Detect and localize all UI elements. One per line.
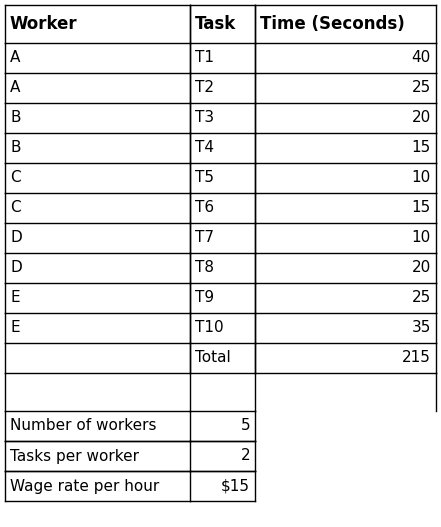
Text: 15: 15 (412, 141, 431, 155)
Text: T6: T6 (195, 200, 214, 216)
Text: Wage rate per hour: Wage rate per hour (10, 479, 159, 493)
Text: C: C (10, 200, 21, 216)
Text: Time (Seconds): Time (Seconds) (260, 15, 405, 33)
Text: 25: 25 (412, 290, 431, 306)
Text: 40: 40 (412, 51, 431, 65)
Text: T2: T2 (195, 81, 214, 95)
Text: 20: 20 (412, 111, 431, 125)
Text: A: A (10, 81, 20, 95)
Text: Task: Task (195, 15, 236, 33)
Text: 10: 10 (412, 230, 431, 246)
Text: B: B (10, 141, 20, 155)
Text: E: E (10, 320, 20, 336)
Text: 10: 10 (412, 171, 431, 186)
Text: T8: T8 (195, 260, 214, 276)
Text: T3: T3 (195, 111, 214, 125)
Text: C: C (10, 171, 21, 186)
Text: Worker: Worker (10, 15, 78, 33)
Text: Total: Total (195, 350, 231, 366)
Text: 20: 20 (412, 260, 431, 276)
Text: $15: $15 (221, 479, 250, 493)
Text: T10: T10 (195, 320, 224, 336)
Text: T4: T4 (195, 141, 214, 155)
Text: A: A (10, 51, 20, 65)
Text: 25: 25 (412, 81, 431, 95)
Text: D: D (10, 260, 22, 276)
Text: T7: T7 (195, 230, 214, 246)
Text: E: E (10, 290, 20, 306)
Text: 2: 2 (240, 448, 250, 464)
Text: T5: T5 (195, 171, 214, 186)
Text: T1: T1 (195, 51, 214, 65)
Text: B: B (10, 111, 20, 125)
Text: 215: 215 (402, 350, 431, 366)
Text: D: D (10, 230, 22, 246)
Text: 35: 35 (411, 320, 431, 336)
Text: Number of workers: Number of workers (10, 418, 157, 434)
Text: 15: 15 (412, 200, 431, 216)
Text: T9: T9 (195, 290, 214, 306)
Text: 5: 5 (240, 418, 250, 434)
Text: Tasks per worker: Tasks per worker (10, 448, 139, 464)
